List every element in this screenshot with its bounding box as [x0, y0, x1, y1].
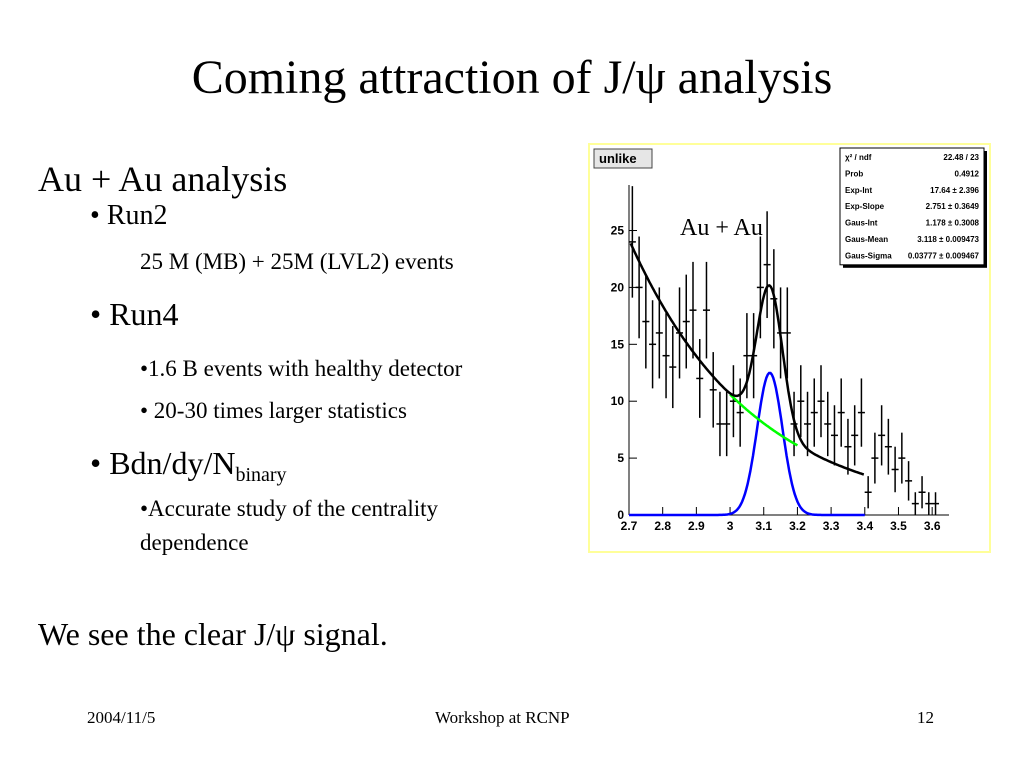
data-point [918, 476, 926, 509]
data-point [628, 186, 636, 298]
data-point [716, 391, 724, 457]
jpsi-mass-plot: unlike 2.7 2.8 2.9 3 3.1 3.2 3.3 3.4 3.5 3.6 0 5 10 1… [588, 143, 991, 553]
footer-title: Workshop at RCNP [435, 708, 570, 727]
data-point [830, 405, 838, 466]
footer-date: 2004/11/5 [87, 708, 156, 727]
data-point [662, 313, 670, 399]
data-point [797, 365, 805, 438]
data-point [642, 274, 650, 369]
x-tick-label: 3.2 [789, 519, 806, 533]
bdndy-label: Bdn/dy/N [109, 445, 236, 481]
data-point [884, 418, 892, 475]
section-heading: Au + Au analysis [38, 159, 288, 199]
x-tick-label: 3 [727, 519, 734, 533]
data-point [723, 391, 731, 457]
bullet-run4: • Run4 [90, 296, 179, 332]
y-tick-label: 20 [611, 280, 625, 294]
data-point [857, 378, 865, 447]
data-points [628, 186, 940, 515]
data-point [864, 476, 872, 509]
signal-fit-curve [629, 371, 865, 517]
run4-item: • 20-30 times larger statistics [140, 398, 407, 423]
data-point [756, 236, 764, 339]
plot-svg: unlike 2.7 2.8 2.9 3 3.1 3.2 3.3 3.4 3.5 3.6 0 5 10 1… [593, 147, 987, 533]
plot-axes: 2.7 2.8 2.9 3 3.1 3.2 3.3 3.4 3.5 3.6 0 5 10 15 20 25 [611, 185, 949, 533]
slide-title: Coming attraction of J/ψ analysis [191, 51, 833, 104]
data-point [804, 391, 812, 457]
data-point [905, 461, 913, 501]
histogram-label-box: unlike [593, 148, 653, 169]
stat-value: 0.4912 [955, 169, 980, 178]
data-point [649, 300, 657, 389]
data-point [702, 261, 710, 359]
stat-value: 2.751 ± 0.3649 [926, 202, 980, 211]
stat-name: Gaus-Sigma [845, 251, 892, 260]
x-tick-label: 3.4 [856, 519, 873, 533]
stat-value: 3.118 ± 0.009473 [917, 235, 979, 244]
run4-label: Run4 [109, 296, 179, 332]
plot-annotation: Au + Au [680, 215, 763, 241]
stat-name: Exp-Slope [845, 202, 885, 211]
bdndy-item: •Accurate study of the centrality [140, 496, 438, 521]
x-tick-label: 2.9 [688, 519, 705, 533]
x-tick-label: 3.6 [924, 519, 941, 533]
data-point [696, 339, 704, 418]
data-point [682, 274, 690, 369]
data-point [911, 492, 919, 515]
y-tick-label: 15 [611, 337, 625, 351]
stat-name: Gaus-Mean [845, 235, 888, 244]
data-point [783, 287, 791, 379]
data-point [689, 261, 697, 359]
bullet-run2: • Run2 [90, 200, 168, 231]
data-point [709, 352, 717, 428]
bdndy-subscript: binary [235, 464, 287, 486]
fit-stats-box: χ² / ndf 22.48 / 23 Prob 0.4912 Exp-Int 17.64… [839, 147, 987, 268]
data-point [810, 378, 818, 447]
data-point [669, 326, 677, 409]
data-point [878, 405, 886, 466]
run2-label: Run2 [106, 200, 168, 231]
data-point [817, 365, 825, 438]
stats-panel [839, 147, 985, 266]
y-tick-label: 25 [611, 224, 625, 238]
data-point [932, 492, 940, 515]
data-point [898, 432, 906, 484]
bullet-bdndy: • Bdn/dy/Nbinary [90, 445, 287, 486]
total-fit-curve [629, 242, 865, 476]
data-point [837, 378, 845, 447]
page-number: 12 [917, 708, 934, 727]
stat-name: Exp-Int [845, 186, 872, 195]
run4-item: •1.6 B events with healthy detector [140, 356, 463, 381]
histogram-label: unlike [599, 151, 637, 166]
y-tick-label: 0 [617, 508, 624, 522]
data-point [635, 236, 643, 339]
y-tick-label: 10 [611, 394, 625, 408]
stat-name: Gaus-Int [845, 219, 878, 228]
stat-value: 22.48 / 23 [943, 153, 979, 162]
x-tick-label: 3.3 [823, 519, 840, 533]
stat-value: 17.64 ± 2.396 [930, 186, 979, 195]
y-tick-label: 5 [617, 451, 624, 465]
stat-name: χ² / ndf [845, 153, 872, 162]
data-point [824, 391, 832, 457]
x-tick-label: 2.7 [621, 519, 638, 533]
stat-name: Prob [845, 169, 863, 178]
bdndy-item: dependence [140, 530, 249, 555]
data-point [736, 378, 744, 447]
data-point [851, 405, 859, 466]
stat-value: 1.178 ± 0.3008 [926, 219, 980, 228]
data-point [871, 432, 879, 484]
x-tick-label: 2.8 [654, 519, 671, 533]
fit-curves [629, 242, 865, 517]
data-point [925, 492, 933, 515]
x-tick-label: 3.1 [755, 519, 772, 533]
x-tick-label: 3.5 [890, 519, 907, 533]
data-point [844, 418, 852, 475]
stat-value: 0.03777 ± 0.009467 [908, 251, 980, 260]
background-fit-curve [729, 393, 799, 447]
data-point [891, 446, 899, 493]
data-point [763, 211, 771, 319]
run2-detail: 25 M (MB) + 25M (LVL2) events [140, 249, 454, 274]
conclusion-text: We see the clear J/ψ signal. [38, 616, 388, 652]
